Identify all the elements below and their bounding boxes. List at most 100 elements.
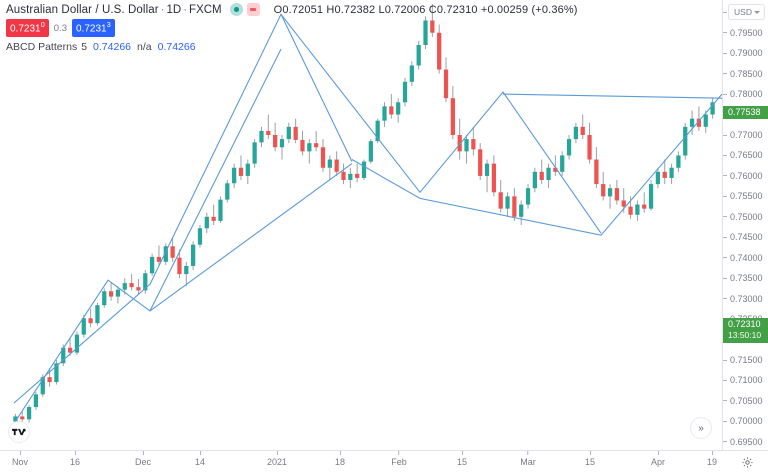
time-tick-label: Mar <box>520 457 536 467</box>
candlestick <box>225 180 230 203</box>
candle-body-down <box>601 184 606 197</box>
legend-symbol-row: Australian Dollar / U.S. Dollar · 1D · F… <box>6 2 578 17</box>
candlestick <box>361 159 367 180</box>
abcd-pattern-line[interactable] <box>280 13 602 234</box>
candlestick <box>170 237 175 262</box>
candlestick <box>54 360 59 385</box>
price-tick: 0.76000 <box>723 170 763 182</box>
price-tick: 0.73500 <box>723 272 763 284</box>
candlestick <box>512 188 517 221</box>
price-tick-mark <box>723 73 727 75</box>
time-tick: 14 <box>195 451 205 467</box>
candlestick <box>450 85 455 140</box>
price-tick: 0.79000 <box>723 47 763 59</box>
price-tick: 0.78500 <box>723 68 763 80</box>
price-tick-mark <box>723 195 727 197</box>
price-tick: 0.78000 <box>723 88 763 100</box>
candle-body-up <box>204 216 209 229</box>
abcd-pattern-line[interactable] <box>502 93 722 99</box>
time-scale[interactable]: Nov 16 Dec 14 2021 18 Feb 15 Mar 15 Apr 19 <box>0 450 768 473</box>
candlestick <box>259 126 264 148</box>
badge-bid-price[interactable]: 0.72310 <box>6 19 49 38</box>
price-tick-label: 0.71000 <box>730 375 763 386</box>
price-tick-mark <box>723 93 727 95</box>
time-tick-label: Nov <box>11 457 29 467</box>
candle-body-down <box>430 20 435 33</box>
candle-body-down <box>293 126 298 140</box>
candlestick <box>67 337 73 356</box>
time-tick: 15 <box>585 451 595 467</box>
price-tick-label: 0.77000 <box>730 130 763 140</box>
price-tick-label: 0.73500 <box>730 273 763 284</box>
candle-body-down <box>512 196 517 217</box>
candlestick <box>108 282 114 301</box>
exchange-name[interactable]: FXCM <box>189 3 222 16</box>
candle-body-up <box>375 120 380 142</box>
chart-legend: Australian Dollar / U.S. Dollar · 1D · F… <box>6 2 578 54</box>
candlestick <box>129 274 134 291</box>
candle-body-down <box>491 163 496 193</box>
candle-body-up <box>396 102 401 115</box>
time-tick: Nov <box>12 451 28 467</box>
time-tick-label: 16 <box>69 457 81 467</box>
candle-body-up <box>115 289 121 297</box>
candlestick <box>33 391 39 410</box>
candlestick <box>115 286 121 304</box>
abcd-pattern-line[interactable] <box>13 48 282 424</box>
candle-body-down <box>696 118 702 127</box>
symbol-title[interactable]: Australian Dollar / U.S. Dollar <box>6 3 159 16</box>
candle-body-down <box>136 287 141 291</box>
price-tick-mark <box>723 420 727 422</box>
badge-ask-price[interactable]: 0.72313 <box>71 19 115 38</box>
time-tick: 16 <box>70 451 80 467</box>
time-tick-mark <box>19 451 21 455</box>
price-tick: 0.71000 <box>723 374 763 386</box>
candle-body-up <box>286 126 291 140</box>
time-tick-mark <box>74 451 76 455</box>
candle-body-down <box>478 149 483 176</box>
candle-body-up <box>484 163 490 176</box>
time-tick: 18 <box>335 451 345 467</box>
chart-plot-area[interactable] <box>0 0 722 450</box>
abcd-pattern-line[interactable] <box>351 93 722 236</box>
tradingview-logo[interactable] <box>8 421 30 443</box>
candle-body-up <box>279 139 285 148</box>
candlestick <box>560 151 565 176</box>
candlestick <box>150 253 155 276</box>
price-tick-label: 0.70500 <box>730 395 763 406</box>
price-tick: 0.73000 <box>723 293 763 305</box>
chart-interval[interactable]: 1D <box>166 3 182 16</box>
candle-body-up <box>61 347 66 364</box>
candle-body-up <box>163 246 168 262</box>
abcd-pattern-line[interactable] <box>149 163 353 312</box>
price-tick: 0.70000 <box>723 415 763 427</box>
candlestick <box>348 167 353 189</box>
currency-label: USD <box>734 7 752 17</box>
gear-icon[interactable] <box>741 456 754 469</box>
candle-down-icon[interactable] <box>246 3 260 16</box>
candlestick <box>95 302 100 326</box>
candle-up-icon[interactable] <box>229 3 243 16</box>
price-tick-label: 0.69500 <box>730 436 763 447</box>
price-tick-label: 0.71500 <box>730 355 763 365</box>
scroll-to-realtime-button[interactable]: » <box>690 417 712 439</box>
indicator-name[interactable]: ABCD Patterns <box>6 41 78 54</box>
price-tick-mark <box>723 216 727 218</box>
currency-selector[interactable]: USD <box>728 4 765 20</box>
candle-body-up <box>143 273 148 291</box>
candle-body-down <box>628 206 633 215</box>
candle-body-up <box>150 256 155 274</box>
price-tick: 0.74000 <box>723 252 763 264</box>
candle-body-down <box>594 159 599 185</box>
abcd-pattern-line[interactable] <box>13 13 353 404</box>
price-tick-mark <box>723 134 727 136</box>
candle-body-up <box>464 139 469 152</box>
price-tick-label: 0.74500 <box>730 232 763 243</box>
time-tick-mark <box>527 451 529 455</box>
candle-body-up <box>546 167 551 180</box>
candlestick <box>642 192 647 213</box>
candle-body-up <box>225 183 230 200</box>
candlestick <box>314 130 319 152</box>
candlestick <box>539 159 544 185</box>
price-scale[interactable]: USD 0.800000.795000.790000.785000.780000… <box>722 0 768 450</box>
